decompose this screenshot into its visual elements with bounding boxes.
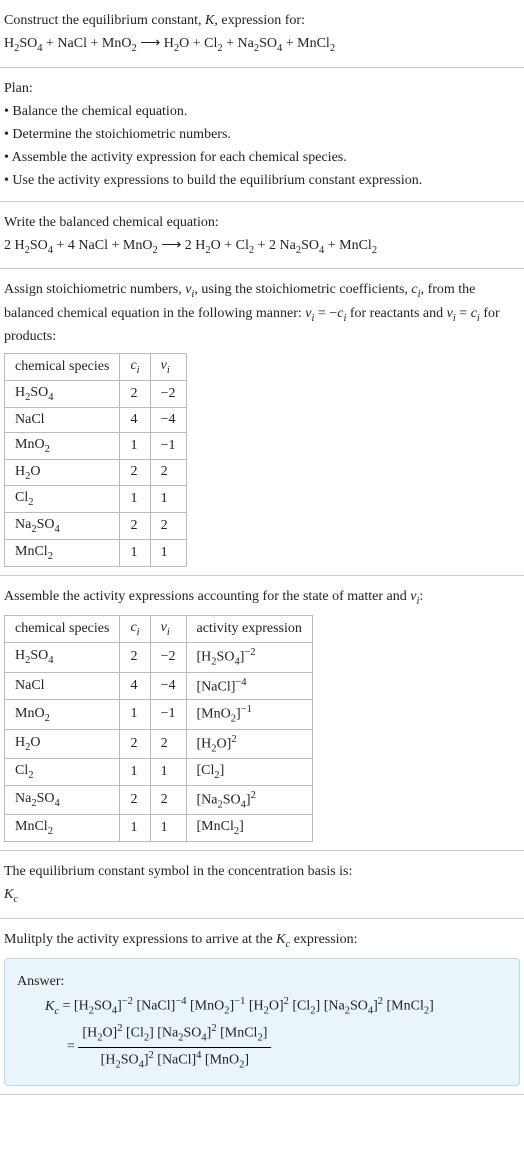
activity-section: Assemble the activity expressions accoun… bbox=[0, 576, 524, 851]
balanced-heading: Write the balanced chemical equation: bbox=[4, 212, 520, 233]
answer-fraction-line: = [H2O]2 [Cl2] [Na2SO4]2 [MnCl2] [H2SO4]… bbox=[17, 1021, 507, 1072]
table-row: NaCl4−4[NaCl]−4 bbox=[5, 672, 313, 700]
multiply-section: Mulitply the activity expressions to arr… bbox=[0, 919, 524, 1095]
symbol-value: Kc bbox=[4, 884, 520, 908]
multiply-heading: Mulitply the activity expressions to arr… bbox=[4, 929, 520, 953]
activity-heading: Assemble the activity expressions accoun… bbox=[4, 586, 520, 610]
table-row: H2O22[H2O]2 bbox=[5, 729, 313, 758]
col-ci: ci bbox=[120, 616, 150, 643]
table-row: H2SO42−2[H2SO4]−2 bbox=[5, 643, 313, 672]
intro-title: Construct the equilibrium constant, K, e… bbox=[4, 10, 520, 31]
assign-heading: Assign stoichiometric numbers, νi, using… bbox=[4, 279, 520, 347]
table-row: MnO21−1[MnO2]−1 bbox=[5, 700, 313, 729]
table-row: MnCl211 bbox=[5, 539, 187, 566]
equals-sign: = bbox=[67, 1039, 78, 1054]
plan-item: • Determine the stoichiometric numbers. bbox=[4, 124, 520, 145]
answer-label: Answer: bbox=[17, 971, 507, 992]
plan-section: Plan: • Balance the chemical equation. •… bbox=[0, 68, 524, 202]
col-vi: νi bbox=[150, 616, 186, 643]
fraction: [H2O]2 [Cl2] [Na2SO4]2 [MnCl2] [H2SO4]2 … bbox=[78, 1021, 271, 1072]
assign-section: Assign stoichiometric numbers, νi, using… bbox=[0, 269, 524, 576]
table-row: Na2SO422[Na2SO4]2 bbox=[5, 785, 313, 814]
plan-heading: Plan: bbox=[4, 78, 520, 99]
col-activity: activity expression bbox=[186, 616, 312, 643]
stoich-table: chemical species ci νi H2SO42−2 NaCl4−4 … bbox=[4, 353, 187, 567]
symbol-section: The equilibrium constant symbol in the c… bbox=[0, 851, 524, 919]
answer-line1: Kc = [H2SO4]−2 [NaCl]−4 [MnO2]−1 [H2O]2 … bbox=[17, 994, 507, 1019]
table-row: Na2SO422 bbox=[5, 513, 187, 540]
col-species: chemical species bbox=[5, 616, 120, 643]
answer-box: Answer: Kc = [H2SO4]−2 [NaCl]−4 [MnO2]−1… bbox=[4, 958, 520, 1086]
plan-item: • Balance the chemical equation. bbox=[4, 101, 520, 122]
fraction-numerator: [H2O]2 [Cl2] [Na2SO4]2 [MnCl2] bbox=[78, 1021, 271, 1047]
plan-item: • Use the activity expressions to build … bbox=[4, 170, 520, 191]
balanced-equation: 2 H2SO4 + 4 NaCl + MnO2 ⟶ 2 H2O + Cl2 + … bbox=[4, 235, 520, 259]
table-header-row: chemical species ci νi activity expressi… bbox=[5, 616, 313, 643]
symbol-heading: The equilibrium constant symbol in the c… bbox=[4, 861, 520, 882]
table-row: MnO21−1 bbox=[5, 432, 187, 459]
table-row: MnCl211[MnCl2] bbox=[5, 815, 313, 842]
fraction-denominator: [H2SO4]2 [NaCl]4 [MnO2] bbox=[78, 1048, 271, 1073]
table-row: Cl211 bbox=[5, 486, 187, 513]
intro-equation: H2SO4 + NaCl + MnO2 ⟶ H2O + Cl2 + Na2SO4… bbox=[4, 33, 520, 57]
table-row: NaCl4−4 bbox=[5, 407, 187, 432]
table-row: H2SO42−2 bbox=[5, 380, 187, 407]
table-row: H2O22 bbox=[5, 459, 187, 486]
table-row: Cl211[Cl2] bbox=[5, 759, 313, 786]
col-ci: ci bbox=[120, 354, 150, 381]
activity-table: chemical species ci νi activity expressi… bbox=[4, 615, 313, 842]
col-vi: νi bbox=[150, 354, 186, 381]
table-header-row: chemical species ci νi bbox=[5, 354, 187, 381]
balanced-section: Write the balanced chemical equation: 2 … bbox=[0, 202, 524, 270]
col-species: chemical species bbox=[5, 354, 120, 381]
plan-item: • Assemble the activity expression for e… bbox=[4, 147, 520, 168]
intro-section: Construct the equilibrium constant, K, e… bbox=[0, 0, 524, 68]
